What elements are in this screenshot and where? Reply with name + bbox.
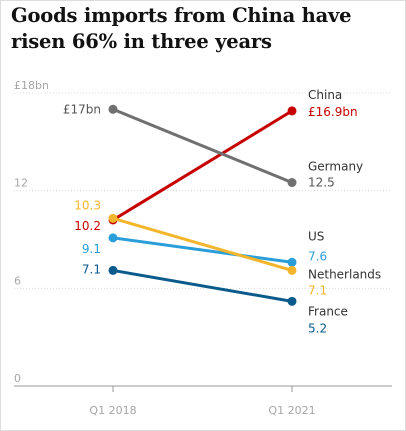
data-point-china-end [287,106,297,116]
data-labels: 10.2 China £16.9bn £17bn Germany 12.5 9.1 US 7.6… [63,88,381,335]
data-label-germany-end: 12.5 [308,176,335,190]
series-line-china [111,109,294,222]
series-name-china: China [308,88,342,102]
series-line-us [111,236,294,264]
data-label-us-start: 9.1 [82,242,101,256]
y-tick-label: 6 [14,274,21,287]
data-point-netherlands-end [287,265,297,275]
x-tick-label: Q1 2021 [268,404,315,417]
data-point-netherlands-start [108,213,118,223]
data-point-us-end [287,257,297,267]
series-name-germany: Germany [308,160,363,174]
x-axis: Q1 2018 Q1 2021 [89,386,316,417]
y-tick-label: 0 [14,372,21,385]
x-tick-label: Q1 2018 [89,404,136,417]
data-label-us-end: 7.6 [308,249,327,263]
data-point-us-start [108,233,118,243]
series-name-us: US [308,229,324,243]
data-label-germany-start: £17bn [63,102,101,116]
data-point-germany-start [108,104,118,114]
series-line-france [111,268,294,303]
series-line-netherlands [111,216,294,272]
gridlines: 0 6 12 £18bn [14,79,392,387]
series-lines [108,104,297,306]
chart-title: Goods imports from China have risen 66% … [11,4,352,53]
data-label-china-end: £16.9bn [308,105,358,119]
data-label-netherlands-start: 10.3 [74,198,101,212]
y-tick-label: £18bn [14,79,49,92]
data-point-france-end [287,296,297,306]
data-label-netherlands-end: 7.1 [308,283,327,297]
data-label-china-start: 10.2 [74,219,101,233]
data-point-germany-end [287,178,297,188]
y-tick-label: 12 [14,177,28,190]
series-name-france: France [308,304,348,318]
series-name-netherlands: Netherlands [308,267,381,281]
series-line-germany [111,107,294,185]
data-label-france-end: 5.2 [308,321,327,335]
data-label-france-start: 7.1 [82,262,101,276]
data-point-france-start [108,265,118,275]
